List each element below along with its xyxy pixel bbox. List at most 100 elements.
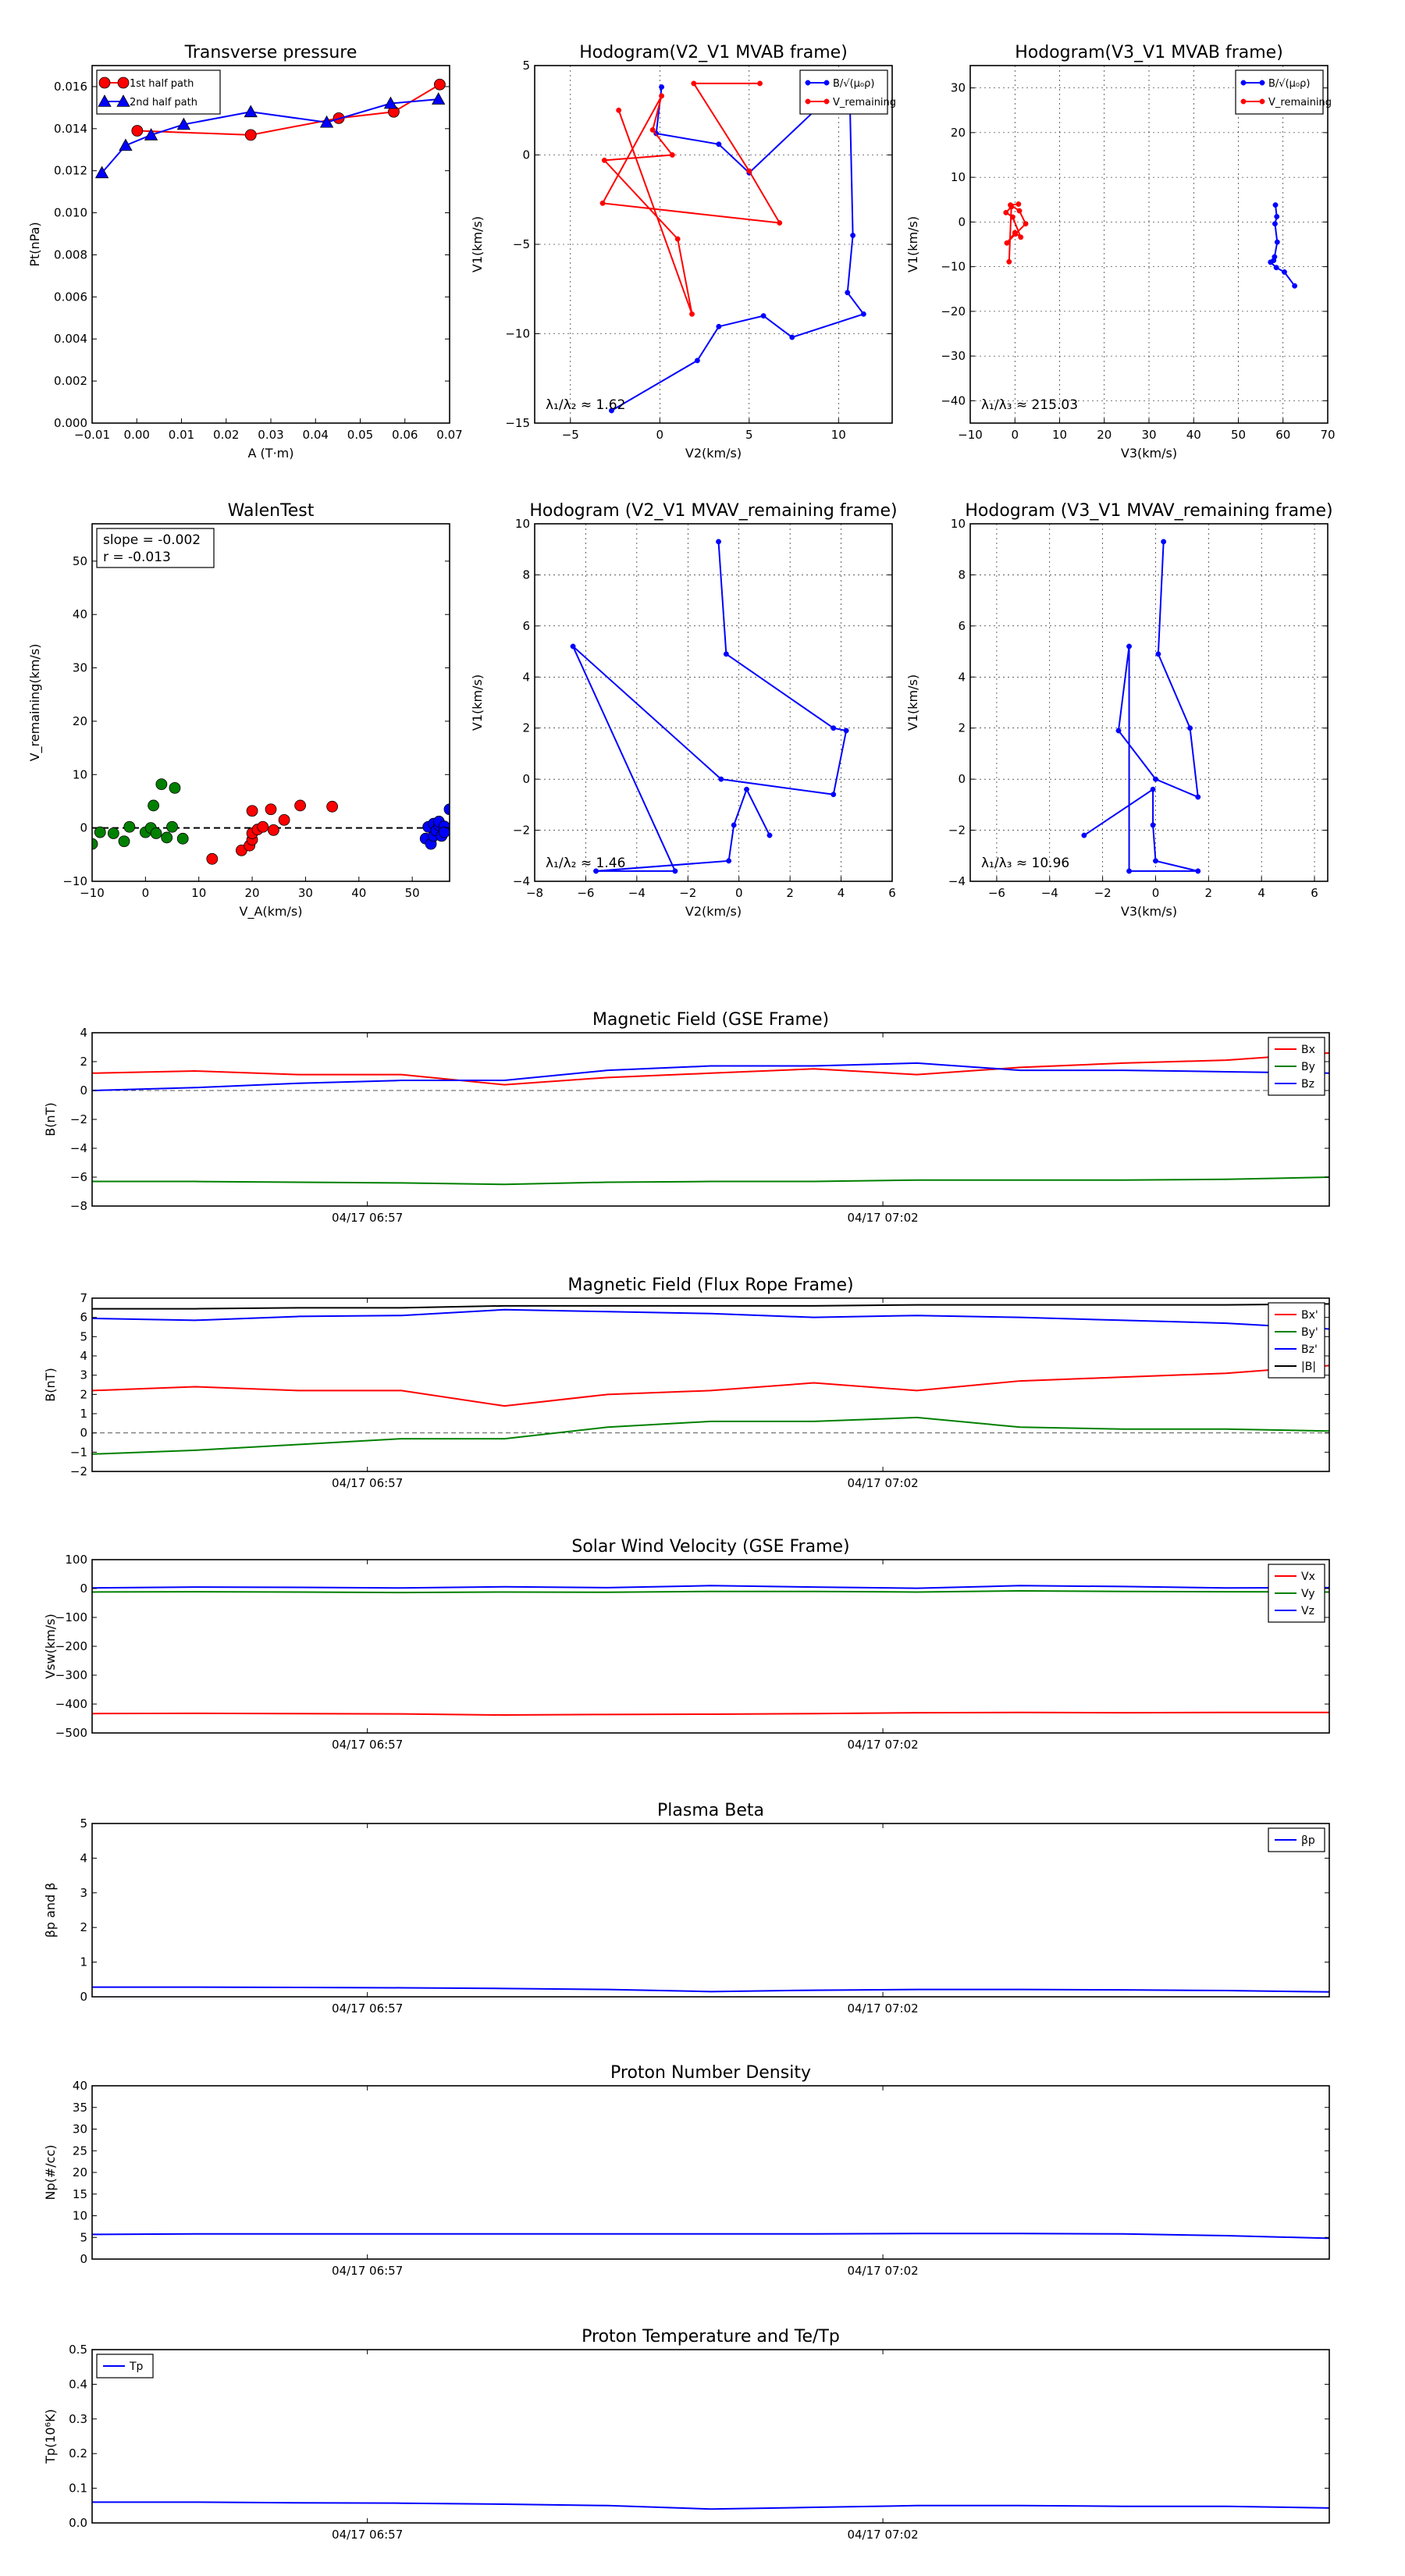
y-tick-label: 0.5 xyxy=(69,2343,87,2357)
plot-area xyxy=(570,539,849,874)
x-tick-label: 0 xyxy=(1011,428,1019,442)
data-point xyxy=(1153,776,1158,782)
y-tick-label: 0.004 xyxy=(54,332,87,346)
series-line--b- xyxy=(92,1303,1329,1310)
data-point xyxy=(1268,259,1274,265)
y-tick-label: −10 xyxy=(941,260,966,274)
x-tick-label: 0.02 xyxy=(213,428,239,442)
x-axis-label: V_A(km/s) xyxy=(240,904,303,920)
y-tick-label: 0 xyxy=(522,772,530,786)
y-tick-label: 0 xyxy=(80,1582,87,1596)
data-point xyxy=(1272,221,1278,227)
x-tick-label: 60 xyxy=(1275,428,1290,442)
y-tick-label: −15 xyxy=(505,416,530,430)
data-point xyxy=(1195,868,1201,874)
series-line-bz xyxy=(92,1062,1329,1091)
transverse-pressure-panel: Transverse pressure −0.01 0.00 0.01 0.02 0.03… xyxy=(27,43,463,461)
data-point xyxy=(649,126,656,133)
y-tick-label: 4 xyxy=(80,1026,87,1040)
y-tick-label: 0 xyxy=(958,772,966,786)
panel-title: Solar Wind Velocity (GSE Frame) xyxy=(571,1537,849,1557)
panel-title: Hodogram(V3_V1 MVAB frame) xyxy=(1015,43,1283,62)
plot-area xyxy=(92,1303,1329,1455)
y-tick-label: −10 xyxy=(505,327,530,341)
data-point xyxy=(118,835,130,848)
legend-marker xyxy=(1259,80,1265,86)
y-tick-label: −2 xyxy=(70,1464,87,1478)
y-tick-label: −5 xyxy=(513,237,530,251)
x-tick-label: 70 xyxy=(1320,428,1335,442)
data-point xyxy=(570,643,576,649)
x-tick-label: −0.01 xyxy=(74,428,110,442)
data-point xyxy=(1273,265,1279,271)
data-point xyxy=(716,141,722,148)
x-tick-label: 0.00 xyxy=(124,428,150,442)
y-tick-label: 4 xyxy=(958,670,966,684)
y-tick-label: −4 xyxy=(948,874,966,888)
plot-area xyxy=(1003,201,1298,289)
x-tick-label: 50 xyxy=(405,886,420,900)
legend-label: Vy xyxy=(1301,1588,1315,1600)
legend-label: 2nd half path xyxy=(130,97,197,109)
y-tick-label: 0 xyxy=(522,148,530,162)
data-point xyxy=(1126,868,1133,874)
data-point xyxy=(278,813,290,826)
data-point xyxy=(691,80,697,87)
x-tick-label: −6 xyxy=(988,886,1005,900)
series-line-b- xyxy=(610,73,865,411)
y-tick-label: 2 xyxy=(958,721,966,735)
y-tick-label: −6 xyxy=(70,1170,87,1184)
x-tick-label: 0.07 xyxy=(436,428,462,442)
magnetic-field-gse-panel: Magnetic Field (GSE Frame) 04/17 06:57 04/… xyxy=(43,1010,1330,1225)
legend-marker xyxy=(117,76,130,89)
y-tick-label: 5 xyxy=(80,1816,87,1831)
y-tick-label: 0.016 xyxy=(54,80,87,94)
data-point xyxy=(760,313,767,319)
y-tick-label: −300 xyxy=(55,1668,87,1682)
axes-frame xyxy=(91,2349,1330,2524)
y-tick-label: 0.008 xyxy=(54,247,87,262)
x-tick-label: −2 xyxy=(679,886,696,900)
y-tick-label: 0.010 xyxy=(54,206,87,220)
x-tick-label: 0.04 xyxy=(303,428,329,442)
x-tick-label: 50 xyxy=(1231,428,1246,442)
legend-label: Bx' xyxy=(1301,1309,1318,1322)
y-tick-label: 20 xyxy=(73,714,87,728)
data-point xyxy=(789,334,795,340)
x-tick-label: −8 xyxy=(526,886,543,900)
x-tick-label: 04/17 06:57 xyxy=(332,1211,403,1225)
x-tick-label: 0.05 xyxy=(347,428,373,442)
x-tick-label: 04/17 06:57 xyxy=(332,2001,403,2016)
y-tick-label: 30 xyxy=(73,661,87,675)
data-point xyxy=(257,820,269,833)
plot-area xyxy=(94,78,446,179)
panel-title: Hodogram(V2_V1 MVAB frame) xyxy=(579,43,848,62)
eigenvalue-ratio-annotation: λ₁/λ₃ ≈ 10.96 xyxy=(981,856,1069,871)
legend-label: Bz xyxy=(1301,1078,1314,1091)
legend-label: B/√(μ₀ρ) xyxy=(833,78,874,90)
data-point xyxy=(669,152,675,158)
panel-title: Proton Temperature and Te/Tp xyxy=(582,2327,840,2347)
y-tick-label: 5 xyxy=(522,59,530,73)
data-point xyxy=(176,117,191,130)
data-point xyxy=(1161,539,1167,545)
plasma-beta-panel: Plasma Beta 04/17 06:57 04/17 07:02 0 1 2 3 4 5 β… xyxy=(43,1801,1330,2016)
data-point xyxy=(718,776,724,782)
y-tick-label: 100 xyxy=(65,1553,87,1567)
hodogram-v3v1-mvav-panel: Hodogram (V3_V1 MVAV_remaining frame) −6 −… xyxy=(905,501,1333,919)
y-tick-label: 15 xyxy=(73,2187,87,2201)
y-tick-label: −400 xyxy=(55,1697,87,1711)
y-tick-label: 0 xyxy=(80,1426,87,1440)
data-point xyxy=(1008,204,1015,210)
legend-label: By' xyxy=(1301,1326,1318,1339)
x-tick-label: 10 xyxy=(191,886,206,900)
x-tick-label: 04/17 06:57 xyxy=(332,2264,403,2278)
series-line-bx xyxy=(92,1051,1329,1086)
data-point xyxy=(609,407,614,414)
data-point xyxy=(443,803,450,816)
y-tick-label: −2 xyxy=(70,1112,87,1126)
x-tick-label: 6 xyxy=(888,886,896,900)
series-line-2nd-half-path xyxy=(101,98,439,174)
panel-title: Magnetic Field (Flux Rope Frame) xyxy=(567,1276,853,1295)
y-tick-label: 6 xyxy=(80,1311,87,1325)
